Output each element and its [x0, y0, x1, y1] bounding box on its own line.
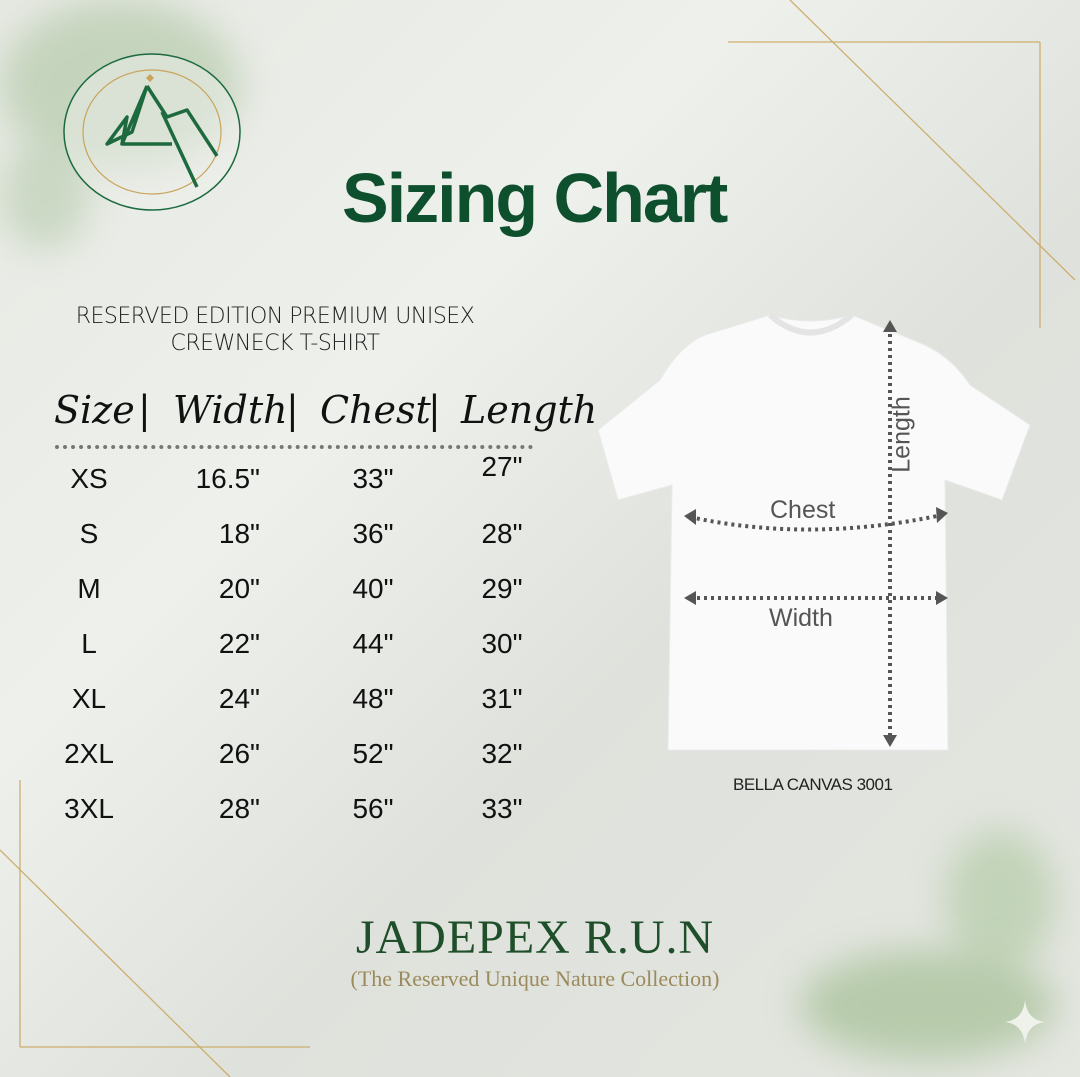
cell-size: M: [77, 573, 101, 604]
cell-chest: 33": [352, 463, 394, 494]
cell-width: 18": [218, 518, 260, 549]
width-label: Width: [769, 604, 833, 632]
header-width: Width: [173, 388, 288, 432]
footer-brand: JADEPEX R.U.N: [355, 911, 715, 964]
model-label: BELLA CANVAS 3001: [733, 775, 893, 794]
tshirt-diagram: [597, 312, 1031, 751]
cell-size: 3XL: [64, 793, 114, 824]
length-label: Length: [887, 396, 916, 473]
cell-chest: 40": [352, 573, 394, 604]
cell-size: XS: [70, 463, 108, 494]
cell-size: S: [79, 518, 99, 549]
header-divider: [55, 445, 533, 449]
watercolor-wash: [800, 950, 1055, 1060]
cell-width: 22": [218, 628, 260, 659]
cell-length: 32": [481, 738, 523, 769]
header-separator: |: [428, 388, 441, 432]
cell-width: 16.5": [195, 463, 260, 494]
cell-chest: 56": [352, 793, 394, 824]
cell-length: 33": [481, 793, 523, 824]
header-separator: |: [138, 388, 151, 432]
product-line-1: RESERVED EDITION PREMIUM UNISEX: [75, 304, 475, 329]
tshirt-shape: [597, 314, 1031, 751]
header-size: Size: [54, 388, 135, 432]
cell-size: XL: [71, 683, 107, 714]
watercolor-wash: [945, 830, 1055, 970]
cell-length: 31": [481, 683, 523, 714]
header-separator: |: [286, 388, 299, 432]
product-line-2: CREWNECK T-SHIRT: [170, 331, 380, 356]
cell-size: L: [81, 628, 97, 659]
title-text: Sizing Chart: [342, 159, 728, 237]
product-name: RESERVED EDITION PREMIUM UNISEX CREWNECK…: [40, 303, 510, 357]
cell-length: 29": [481, 573, 523, 604]
cell-size: 2XL: [64, 738, 114, 769]
cell-chest: 36": [352, 518, 394, 549]
cell-width: 24": [218, 683, 260, 714]
header-chest: Chest: [320, 388, 431, 432]
cell-length: 28": [481, 518, 523, 549]
brand-logo: [63, 53, 241, 211]
cell-chest: 48": [352, 683, 394, 714]
cell-chest: 44": [352, 628, 394, 659]
cell-length: 30": [481, 628, 523, 659]
cell-width: 26": [218, 738, 260, 769]
cell-width: 20": [218, 573, 260, 604]
cell-chest: 52": [352, 738, 394, 769]
header-length: Length: [461, 388, 598, 432]
cell-width: 28": [218, 793, 260, 824]
cell-length: 27": [481, 451, 523, 482]
chest-label: Chest: [770, 496, 836, 524]
footer-tagline: (The Reserved Unique Nature Collection): [350, 966, 720, 991]
page-title: Sizing Chart: [0, 158, 1080, 248]
